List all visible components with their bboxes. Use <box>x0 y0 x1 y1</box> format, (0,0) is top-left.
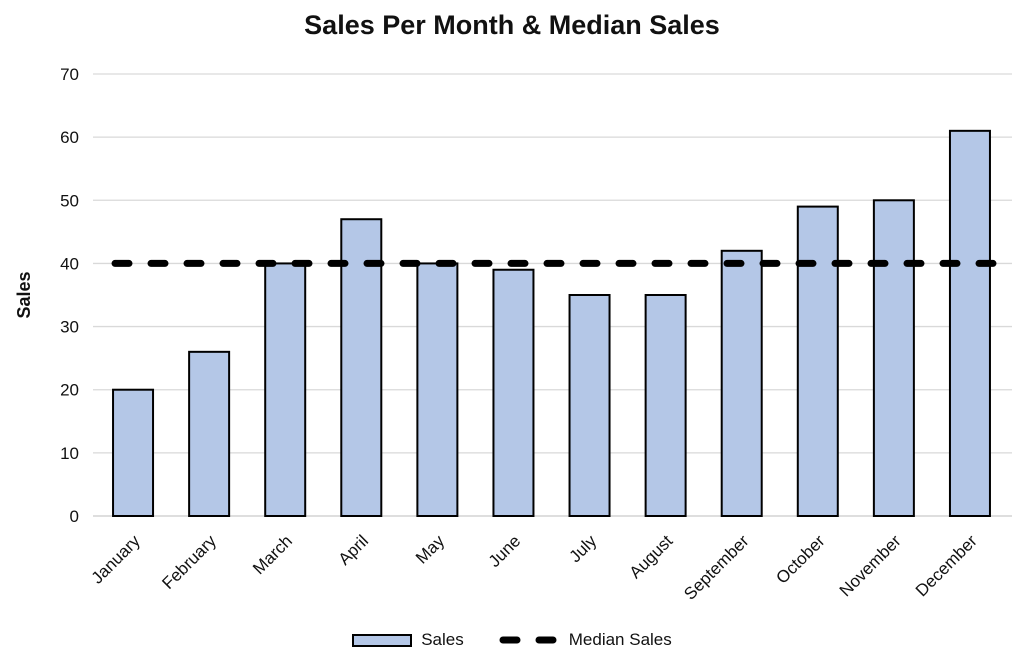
y-tick-label-0: 0 <box>70 507 79 526</box>
bar-january <box>112 388 155 518</box>
legend-item-median: Median Sales <box>498 630 672 650</box>
bar-february <box>188 350 231 518</box>
legend: Sales Median Sales <box>0 630 1024 650</box>
plot-area: 0 10 20 30 40 50 60 70 January February March April… <box>14 65 1012 604</box>
y-tick-label-30: 30 <box>60 318 79 337</box>
x-tick-label-july: July <box>566 531 601 566</box>
x-tick-label-march: March <box>249 531 296 578</box>
y-tick-label-50: 50 <box>60 191 79 210</box>
median-dash-swatch-icon <box>499 636 560 644</box>
bar-august <box>644 294 687 517</box>
sales-bar-swatch-icon <box>352 633 413 647</box>
x-tick-label-october: October <box>772 531 828 587</box>
bar-september <box>720 249 763 518</box>
x-tick-label-september: September <box>680 531 752 603</box>
y-tick-label-10: 10 <box>60 444 79 463</box>
x-tick-label-february: February <box>158 531 220 593</box>
bar-july <box>568 294 611 517</box>
bar-april <box>340 218 383 517</box>
chart-title: Sales Per Month & Median Sales <box>304 10 720 40</box>
x-tick-label-may: May <box>412 531 448 567</box>
y-tick-label-60: 60 <box>60 128 79 147</box>
bar-october <box>796 205 839 517</box>
x-tick-label-november: November <box>836 531 905 600</box>
bar-june <box>492 268 535 517</box>
x-tick-label-april: April <box>335 531 372 568</box>
x-tick-label-june: June <box>485 531 525 571</box>
y-tick-label-40: 40 <box>60 254 79 273</box>
y-tick-label-70: 70 <box>60 65 79 84</box>
bar-december <box>948 129 991 517</box>
x-tick-label-august: August <box>626 531 677 582</box>
y-axis-title: Sales <box>14 271 34 318</box>
legend-item-sales: Sales <box>352 630 464 650</box>
x-tick-label-december: December <box>912 531 981 600</box>
legend-label-median: Median Sales <box>568 630 672 649</box>
y-tick-label-20: 20 <box>60 381 79 400</box>
legend-label-sales: Sales <box>421 630 464 649</box>
x-tick-label-january: January <box>88 531 145 588</box>
bar-may <box>416 262 459 517</box>
bar-november <box>872 199 915 518</box>
bar-march <box>264 262 307 517</box>
